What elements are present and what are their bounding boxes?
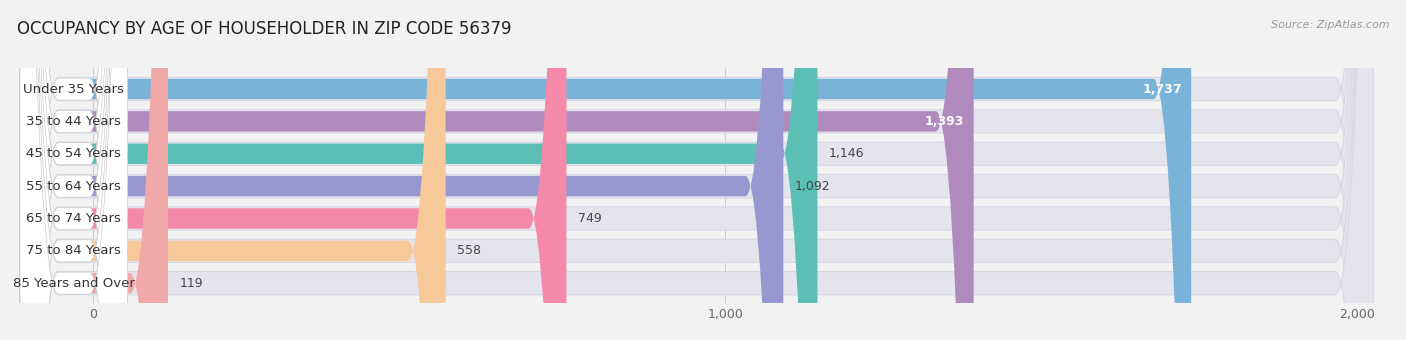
FancyBboxPatch shape <box>20 0 783 340</box>
Text: 55 to 64 Years: 55 to 64 Years <box>27 180 121 192</box>
Text: OCCUPANCY BY AGE OF HOUSEHOLDER IN ZIP CODE 56379: OCCUPANCY BY AGE OF HOUSEHOLDER IN ZIP C… <box>17 20 512 38</box>
Text: 65 to 74 Years: 65 to 74 Years <box>27 212 121 225</box>
FancyBboxPatch shape <box>20 0 1374 340</box>
FancyBboxPatch shape <box>20 0 1374 340</box>
FancyBboxPatch shape <box>20 0 974 340</box>
Text: 749: 749 <box>578 212 602 225</box>
FancyBboxPatch shape <box>20 0 128 340</box>
Text: Under 35 Years: Under 35 Years <box>24 83 124 96</box>
FancyBboxPatch shape <box>20 0 128 340</box>
Text: 85 Years and Over: 85 Years and Over <box>13 277 135 290</box>
FancyBboxPatch shape <box>20 0 128 340</box>
Text: 35 to 44 Years: 35 to 44 Years <box>27 115 121 128</box>
FancyBboxPatch shape <box>20 0 1374 340</box>
Text: 1,092: 1,092 <box>794 180 831 192</box>
Text: 1,737: 1,737 <box>1142 83 1181 96</box>
FancyBboxPatch shape <box>20 0 128 340</box>
FancyBboxPatch shape <box>20 0 567 340</box>
Text: 45 to 54 Years: 45 to 54 Years <box>27 147 121 160</box>
Text: 1,393: 1,393 <box>925 115 965 128</box>
FancyBboxPatch shape <box>20 0 167 340</box>
FancyBboxPatch shape <box>20 0 1191 340</box>
FancyBboxPatch shape <box>20 0 128 340</box>
FancyBboxPatch shape <box>20 0 1374 340</box>
FancyBboxPatch shape <box>20 0 128 340</box>
FancyBboxPatch shape <box>20 0 817 340</box>
FancyBboxPatch shape <box>20 0 1374 340</box>
Text: 558: 558 <box>457 244 481 257</box>
Text: 75 to 84 Years: 75 to 84 Years <box>27 244 121 257</box>
FancyBboxPatch shape <box>20 0 1374 340</box>
FancyBboxPatch shape <box>20 0 1374 340</box>
Text: 1,146: 1,146 <box>830 147 865 160</box>
Text: 119: 119 <box>180 277 202 290</box>
FancyBboxPatch shape <box>20 0 128 340</box>
FancyBboxPatch shape <box>20 0 446 340</box>
Text: Source: ZipAtlas.com: Source: ZipAtlas.com <box>1271 20 1389 30</box>
